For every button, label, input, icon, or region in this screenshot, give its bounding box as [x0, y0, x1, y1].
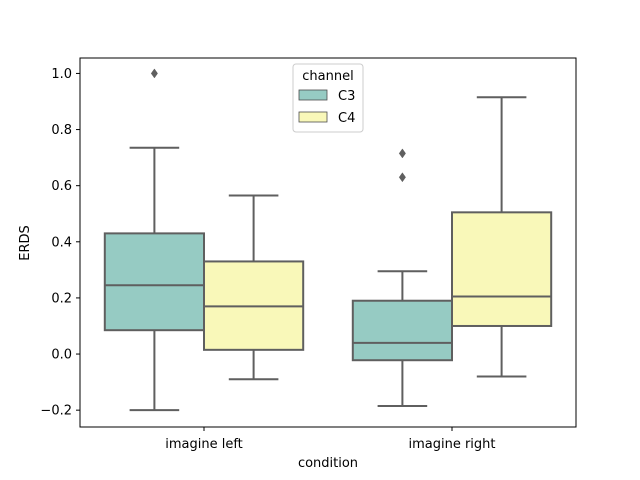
- y-tick-label: 0.0: [51, 348, 72, 363]
- outlier-point: [150, 68, 158, 79]
- y-tick-label: 1.0: [51, 67, 72, 82]
- x-tick-label: imagine left: [165, 437, 243, 452]
- plot-area-frame: [79, 57, 577, 428]
- legend-title: channel: [302, 69, 353, 84]
- y-tick-label: −0.2: [40, 404, 72, 419]
- iqr-box: [351, 299, 453, 362]
- y-tick-label: 0.6: [51, 179, 72, 194]
- legend: channel C3 C4: [292, 63, 364, 133]
- axes-layer: −0.2 0.0 0.2 0.4 0.6 0.8 1.0 imagine left imagin…: [40, 67, 495, 452]
- box-c3-1: [351, 148, 453, 407]
- y-tick-label: 0.4: [51, 235, 72, 250]
- y-tick-label: 0.8: [51, 123, 72, 138]
- box-c3-0: [103, 68, 205, 412]
- x-tick-label: imagine right: [408, 437, 495, 452]
- legend-swatch-c3: [298, 89, 328, 101]
- x-axis-label: condition: [298, 456, 358, 471]
- y-tick-label: 0.2: [51, 291, 72, 306]
- box-c4-0: [203, 194, 305, 381]
- iqr-box: [451, 211, 553, 327]
- boxes-layer: [103, 68, 553, 412]
- y-axis-label: ERDS: [18, 225, 33, 261]
- outlier-point: [398, 148, 406, 159]
- iqr-box: [103, 232, 205, 332]
- box-c4-1: [451, 96, 553, 378]
- legend-label-c4: C4: [338, 111, 355, 126]
- outlier-point: [398, 172, 406, 183]
- legend-label-c3: C3: [338, 89, 355, 104]
- legend-swatch-c4: [298, 111, 328, 123]
